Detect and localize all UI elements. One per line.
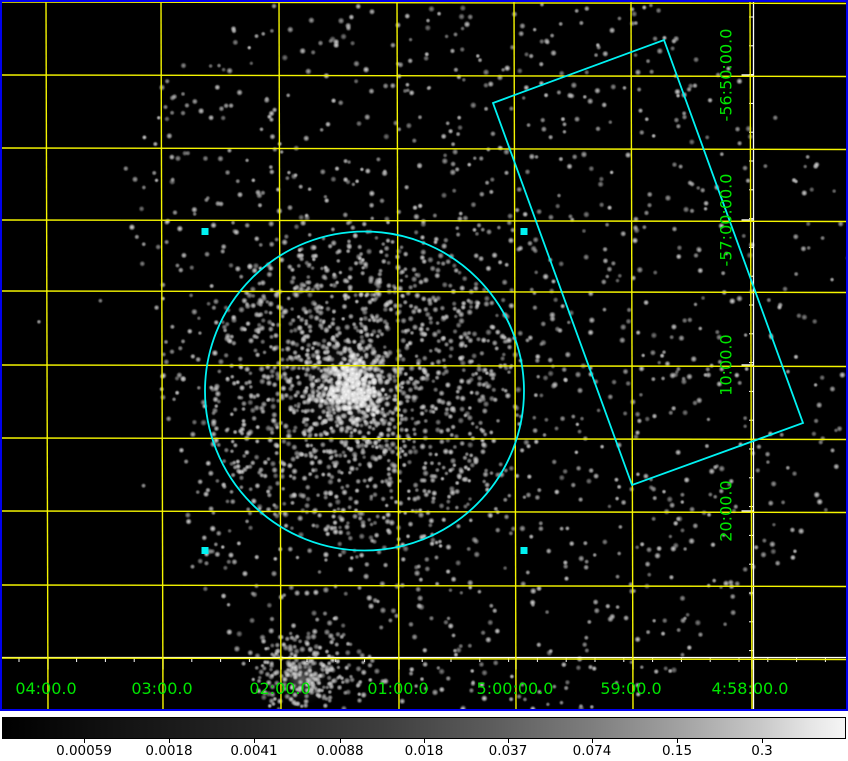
colorbar-tick (340, 738, 341, 743)
axis-tick-marks (18, 16, 826, 670)
region-selection-handle[interactable] (201, 228, 209, 235)
region-selection-handle[interactable] (520, 228, 528, 235)
ra-axis-label: 5:00:00.0 (476, 679, 554, 698)
colorbar-tick (84, 738, 85, 743)
colorbar-tick-label: 0.00059 (56, 743, 112, 759)
colorbar-tick-label: 0.0018 (145, 743, 193, 759)
colorbar-tick-label: 0.037 (488, 743, 528, 759)
colorbar-tick-label: 0.0088 (316, 743, 364, 759)
colorbar-tick (677, 738, 678, 743)
sky-image-frame: 04:00.0 03:00.0 02:00.0 01:00.0 5:00:00.0 59:… (0, 0, 848, 711)
dec-axis-label: 10:00.0 (716, 334, 736, 396)
colorbar-tick (254, 738, 255, 743)
ra-axis-label: 04:00.0 (15, 679, 77, 698)
regions-layer (201, 38, 805, 554)
colorbar-tick-label: 0.3 (751, 743, 773, 759)
colorbar-tick-label: 0.15 (661, 743, 693, 759)
circle-region[interactable] (204, 230, 525, 552)
region-selection-handle[interactable] (520, 547, 528, 554)
rotated-box-region[interactable] (491, 38, 805, 487)
ra-axis-label: 01:00.0 (367, 679, 429, 698)
dec-axis-label: -56:50:00.0 (716, 28, 736, 122)
colorbar-tick (508, 738, 509, 743)
coordinate-grid-lines (0, 0, 848, 711)
colorbar-gradient[interactable] (2, 717, 846, 739)
coordinate-grid-overlay (0, 0, 848, 711)
ra-axis-label: 4:58:00.0 (711, 679, 789, 698)
ra-axis-label: 59:00.0 (600, 679, 662, 698)
dec-axis-label: -57:00:00.0 (716, 173, 736, 267)
colorbar-tick (762, 738, 763, 743)
ra-axis-label: 03:00.0 (131, 679, 193, 698)
starfield-canvas[interactable] (0, 0, 848, 711)
colorbar-tick-label: 0.074 (572, 743, 612, 759)
colorbar-tick (169, 738, 170, 743)
ra-axis-label: 02:00.0 (249, 679, 311, 698)
colorbar-panel: 0.00059 0.0018 0.0041 0.0088 0.018 0.037 0.074… (0, 711, 848, 761)
dec-axis-label: 20:00.0 (716, 480, 736, 542)
colorbar-tick-label: 0.0041 (230, 743, 278, 759)
colorbar-tick-label: 0.018 (404, 743, 444, 759)
region-selection-handle[interactable] (201, 547, 209, 554)
colorbar-tick (592, 738, 593, 743)
colorbar-tick (424, 738, 425, 743)
